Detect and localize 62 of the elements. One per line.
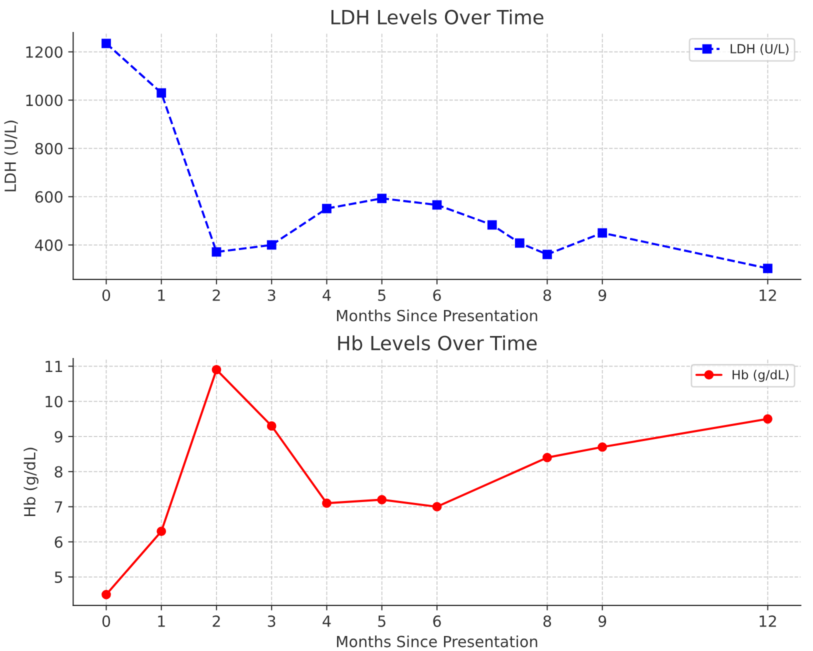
point (266, 421, 276, 431)
chart-title: LDH Levels Over Time (332, 9, 544, 24)
x-tick-label: 2 (212, 289, 220, 301)
x-tick-label: 2 (212, 615, 220, 627)
x-tick-label: 0 (102, 289, 110, 302)
y-tick-label: 800 (35, 142, 62, 154)
y-tick-label: 400 (35, 239, 62, 251)
point (322, 204, 332, 214)
legend-label: Hb (g/dL) (732, 370, 788, 382)
x-tick-label: 4 (322, 616, 331, 627)
y-tick-label: 7 (54, 501, 62, 513)
x-tick-label: 9 (598, 615, 606, 627)
x-axis-title: Months Since Presentation (337, 635, 538, 648)
y-tick-label: 600 (35, 191, 62, 203)
y-tick-label: 10 (46, 396, 62, 408)
point (377, 194, 387, 204)
point (377, 495, 387, 504)
x-tick-label: 0 (102, 615, 110, 627)
point (266, 240, 276, 250)
x-tick-label: 3 (268, 615, 276, 627)
point (542, 250, 552, 260)
x-tick-label: 5 (378, 616, 386, 627)
x-tick-label: 5 (378, 290, 386, 302)
point (514, 238, 524, 248)
x-tick-label: 6 (433, 615, 441, 627)
legend-label: LDH (U/L) (730, 44, 788, 55)
y-tick-label: 8 (54, 466, 62, 478)
point (102, 38, 111, 48)
y-tick-label: 1000 (26, 94, 62, 106)
x-tick-label: 8 (543, 289, 552, 302)
point (487, 220, 497, 230)
point (156, 88, 166, 98)
point (102, 590, 111, 600)
y-tick-label: 9 (54, 430, 62, 442)
x-axis-title: Months Since Presentation (337, 310, 538, 322)
x-tick-label: 4 (322, 290, 331, 301)
point (322, 498, 332, 508)
x-tick-label: 9 (598, 289, 606, 302)
x-tick-label: 6 (433, 289, 441, 302)
point (212, 365, 222, 374)
y-axis-title: Hb (g/dL) (24, 448, 38, 516)
y-tick-label: 5 (54, 572, 62, 583)
y-tick-label: 11 (46, 360, 62, 372)
y-tick-label: 6 (54, 536, 62, 548)
y-axis-title: LDH (U/L) (4, 120, 18, 192)
point (763, 414, 772, 424)
point (598, 442, 608, 452)
point (598, 228, 608, 238)
x-tick-label: 1 (158, 616, 165, 627)
x-tick-label: 8 (543, 615, 552, 627)
point (212, 247, 222, 257)
point (542, 452, 552, 462)
x-tick-label: 1 (158, 290, 165, 301)
x-tick-label: 12 (760, 289, 776, 301)
point (763, 264, 772, 274)
point (156, 526, 166, 536)
x-tick-label: 12 (760, 615, 776, 627)
point (432, 502, 442, 512)
point (432, 200, 442, 210)
x-tick-label: 3 (268, 289, 276, 302)
y-tick-label: 1200 (26, 46, 62, 58)
chart-title: Hb Levels Over Time (338, 335, 537, 350)
